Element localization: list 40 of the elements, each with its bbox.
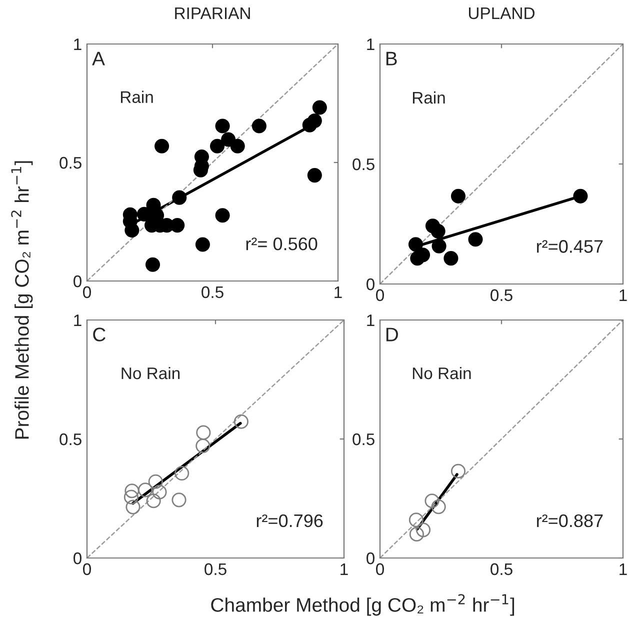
annotation: C — [93, 328, 106, 342]
x-tick-label: 1 — [334, 286, 342, 298]
y-tick-label: 1 — [74, 314, 82, 326]
y-tick-label: 0.5 — [60, 433, 82, 446]
annotation: r²=0.887 — [537, 514, 603, 528]
y-tick-label: 1 — [367, 38, 374, 50]
x-tick-label: 0 — [376, 563, 384, 576]
x-tick-label: 0.5 — [490, 289, 512, 302]
x-tick-label: 0 — [376, 289, 384, 302]
annotation: r²=0.457 — [537, 240, 603, 253]
annotation: r²= 0.560 — [246, 238, 318, 250]
chart-title: RIPARIAN — [175, 8, 250, 19]
annotation: Rain — [120, 90, 153, 103]
annotation: No Rain — [412, 366, 471, 380]
x-tick-label: 0 — [83, 286, 91, 298]
annotation: B — [386, 52, 397, 66]
y-axis-title: Profile Method [g CO₂ m$^{−2}$ hr$^{−1}$] — [11, 161, 33, 439]
annotation: No Rain — [122, 366, 180, 380]
x-tick-label: 0.5 — [202, 286, 224, 298]
x-tick-label: 0.5 — [490, 563, 512, 576]
y-tick-label: 0.5 — [60, 156, 82, 169]
annotation: D — [386, 328, 398, 342]
y-tick-label: 0.5 — [352, 433, 374, 446]
x-tick-label: 0.5 — [204, 563, 226, 576]
y-tick-label: 0 — [366, 278, 374, 290]
y-tick-label: 0 — [74, 552, 82, 564]
y-tick-label: 0 — [74, 275, 82, 288]
x-tick-label: 1 — [340, 563, 348, 575]
x-axis-title: Chamber Method [g CO₂ m$^{−2}$ hr$^{−1}$] — [211, 594, 514, 616]
y-tick-label: 0.5 — [352, 158, 374, 170]
x-tick-label: 0 — [83, 563, 91, 576]
y-tick-label: 1 — [367, 314, 374, 326]
y-tick-label: 0 — [366, 552, 374, 564]
chart-title: UPLAND — [468, 8, 535, 20]
x-tick-label: 1 — [620, 563, 627, 575]
x-tick-label: 1 — [620, 289, 627, 301]
y-tick-label: 1 — [74, 38, 82, 50]
annotation: Rain — [412, 91, 445, 104]
annotation: A — [92, 52, 105, 66]
annotation: r²=0.796 — [256, 514, 323, 528]
